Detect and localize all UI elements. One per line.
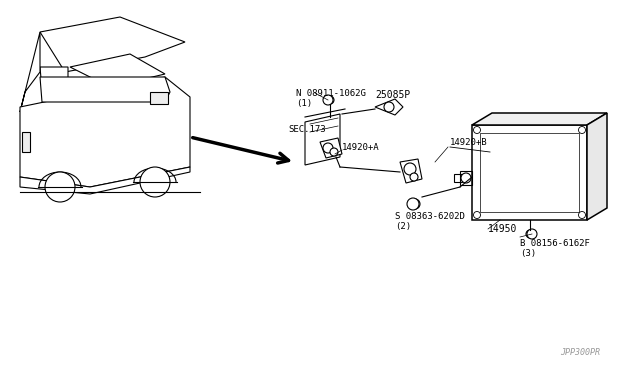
Text: 25085P: 25085P — [375, 90, 410, 100]
Bar — [480, 133, 579, 212]
Polygon shape — [20, 32, 40, 112]
Circle shape — [407, 198, 419, 210]
Circle shape — [579, 212, 586, 218]
Circle shape — [330, 148, 338, 156]
Polygon shape — [472, 113, 607, 125]
Text: SEC.173: SEC.173 — [288, 125, 326, 134]
Text: 14950: 14950 — [488, 224, 517, 234]
Bar — [460, 171, 472, 185]
Text: JPP300PR: JPP300PR — [560, 348, 600, 357]
Circle shape — [326, 96, 334, 104]
Circle shape — [579, 126, 586, 134]
Polygon shape — [375, 99, 403, 115]
Bar — [22, 132, 30, 152]
Circle shape — [410, 199, 420, 209]
Circle shape — [140, 167, 170, 197]
Bar — [150, 92, 168, 104]
Polygon shape — [20, 77, 190, 187]
Circle shape — [461, 173, 471, 183]
Polygon shape — [40, 17, 185, 72]
Polygon shape — [40, 67, 68, 90]
Polygon shape — [400, 159, 422, 183]
Text: S 08363-6202D
(2): S 08363-6202D (2) — [395, 212, 465, 231]
Polygon shape — [20, 167, 190, 194]
Text: 14920+B: 14920+B — [450, 138, 488, 147]
Circle shape — [526, 230, 534, 238]
Polygon shape — [587, 113, 607, 220]
Text: N 08911-1062G
(1): N 08911-1062G (1) — [296, 89, 366, 108]
Circle shape — [323, 95, 333, 105]
Polygon shape — [472, 125, 587, 220]
Bar — [454, 174, 462, 182]
Polygon shape — [70, 54, 165, 87]
Polygon shape — [305, 114, 340, 165]
Text: 14920+A: 14920+A — [342, 142, 380, 151]
Circle shape — [527, 229, 537, 239]
Circle shape — [45, 172, 75, 202]
Circle shape — [474, 212, 481, 218]
Text: B 08156-6162F
(3): B 08156-6162F (3) — [520, 239, 590, 259]
Circle shape — [410, 173, 418, 181]
Polygon shape — [320, 138, 342, 158]
Circle shape — [384, 102, 394, 112]
Circle shape — [323, 143, 333, 153]
Circle shape — [404, 163, 416, 175]
Circle shape — [474, 126, 481, 134]
Polygon shape — [40, 77, 170, 102]
